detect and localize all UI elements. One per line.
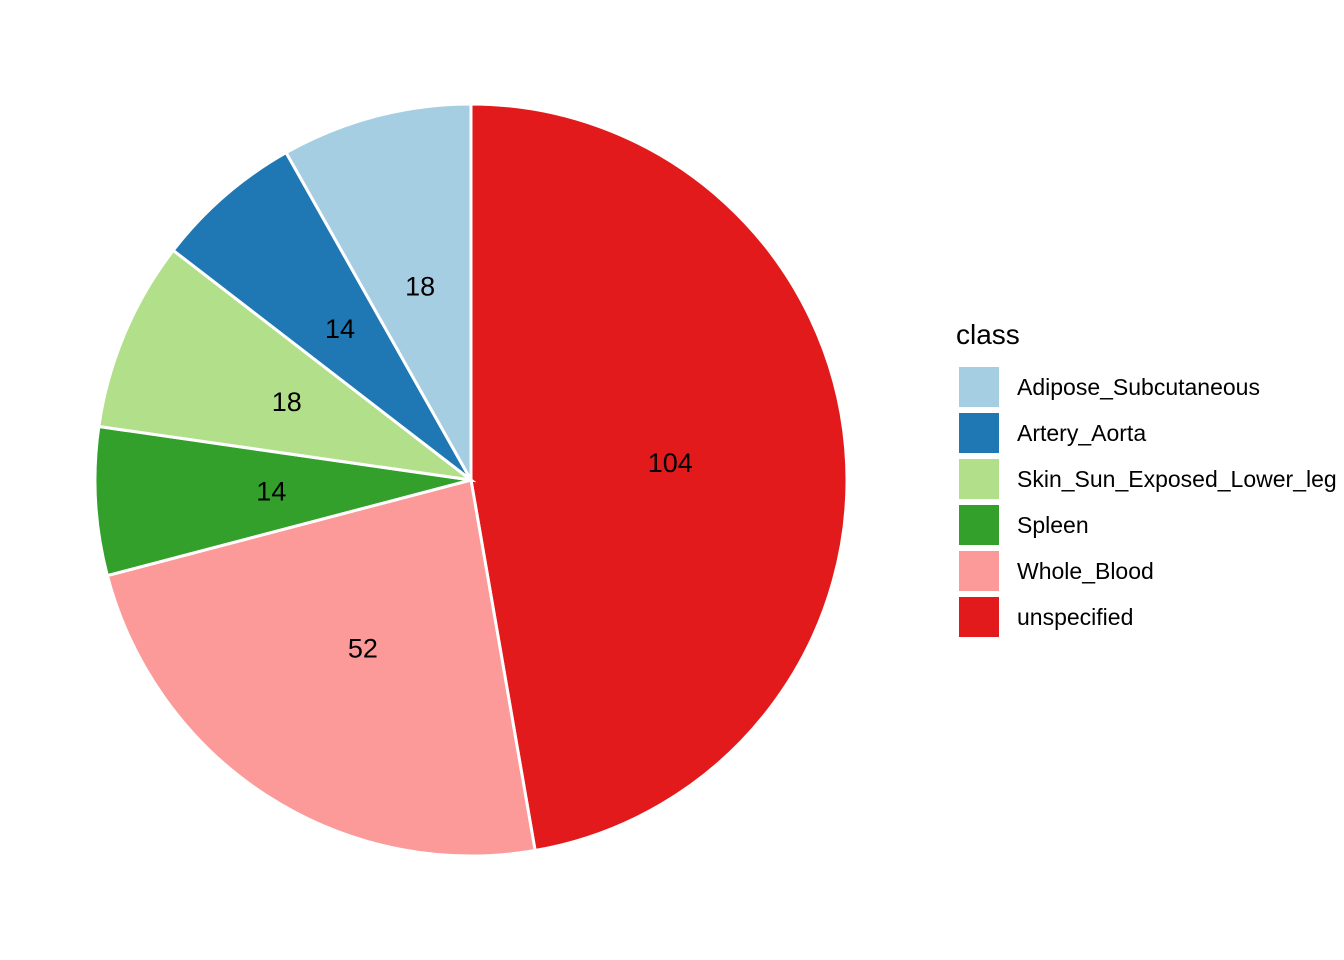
slice-value-label: 14 (256, 476, 286, 506)
legend-items: Adipose_Subcutaneous Artery_Aorta Skin_Sun… (957, 365, 1337, 639)
pie-slice-adipose-subcutaneous (284, 102, 473, 486)
legend-swatch (957, 457, 1001, 501)
pie-slice-spleen (93, 424, 472, 578)
legend-swatch (957, 549, 1001, 593)
pie-slice-labels: 104 52 14 18 14 18 (256, 272, 692, 664)
pie-slice-whole-blood (105, 478, 537, 858)
legend-swatch (957, 365, 1001, 409)
legend-swatch (957, 411, 1001, 455)
pie-slice-skin-sun-exposed-lower-leg (97, 248, 477, 483)
pie-slices (93, 102, 849, 858)
slice-value-label: 52 (348, 633, 378, 663)
legend-label: Spleen (1017, 512, 1089, 538)
legend-label: Adipose_Subcutaneous (1017, 374, 1260, 400)
slice-value-label: 18 (405, 272, 435, 302)
legend-swatch (957, 595, 1001, 639)
legend-label: Whole_Blood (1017, 558, 1154, 584)
legend: class Adipose_Subcutaneous Artery_Aorta Sk… (956, 319, 1337, 639)
legend-title: class (956, 319, 1020, 350)
slice-value-label: 18 (272, 387, 302, 417)
pie-slice-artery-aorta (171, 150, 473, 482)
legend-label: Skin_Sun_Exposed_Lower_leg (1017, 466, 1337, 492)
slice-value-label: 14 (325, 314, 355, 344)
legend-swatch (957, 503, 1001, 547)
legend-label: unspecified (1017, 604, 1133, 630)
slice-value-label: 104 (648, 448, 693, 478)
legend-label: Artery_Aorta (1017, 420, 1146, 446)
pie-slice-unspecified (469, 102, 849, 853)
